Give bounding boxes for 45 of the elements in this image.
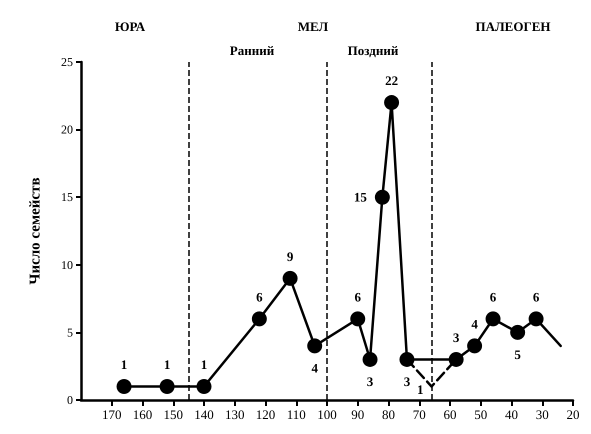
data-label: 4 xyxy=(311,360,318,376)
data-label: 6 xyxy=(354,289,362,304)
data-label: 9 xyxy=(286,248,294,264)
x-tick-label: 130 xyxy=(225,407,244,422)
x-tick-label: 60 xyxy=(444,407,456,422)
data-label: 4 xyxy=(471,316,478,332)
data-label: 1 xyxy=(417,382,424,397)
y-tick-label: 5 xyxy=(67,325,73,340)
x-tick-label: 160 xyxy=(132,407,152,422)
y-tick-label: 25 xyxy=(61,55,73,69)
data-label: 3 xyxy=(366,374,374,389)
x-tick-label: 40 xyxy=(505,407,518,422)
data-label: 15 xyxy=(354,190,368,205)
text: Поздний xyxy=(348,43,399,58)
x-tick-label: 80 xyxy=(382,407,395,422)
x-tick-label: 50 xyxy=(474,407,488,422)
data-label: 1 xyxy=(164,356,170,372)
text: Ранний xyxy=(230,43,275,58)
data-label: 22 xyxy=(385,73,398,88)
y-tick-label: 20 xyxy=(61,122,73,137)
x-tick-label: 90 xyxy=(351,407,364,422)
x-tick-label: 100 xyxy=(317,407,337,422)
x-tick-label: 120 xyxy=(256,407,276,422)
x-tick-label: 110 xyxy=(286,407,306,422)
data-label: 6 xyxy=(532,289,540,304)
y-axis-title: Число семейств xyxy=(28,177,44,285)
x-tick-label: 170 xyxy=(102,407,122,422)
data-label: 1 xyxy=(200,356,208,372)
data-label: 5 xyxy=(514,346,522,362)
text: ЮРА xyxy=(114,19,146,34)
data-label: 3 xyxy=(404,374,411,389)
x-tick-label: 150 xyxy=(164,407,183,422)
text: ПАЛЕОГЕН xyxy=(475,19,551,34)
data-label: 6 xyxy=(490,289,497,304)
text: МЕЛ xyxy=(298,19,329,34)
data-label: 1 xyxy=(120,356,128,372)
x-tick-label: 140 xyxy=(194,407,214,422)
data-label: 6 xyxy=(256,289,264,304)
data-label: 3 xyxy=(452,330,460,345)
y-tick-label: 15 xyxy=(61,190,73,204)
x-tick-label: 30 xyxy=(536,407,549,422)
y-tick-label: 0 xyxy=(67,393,73,407)
y-tick-label: 10 xyxy=(61,258,73,272)
x-tick-label: 70 xyxy=(412,407,426,422)
x-tick-label: 20 xyxy=(566,407,580,422)
